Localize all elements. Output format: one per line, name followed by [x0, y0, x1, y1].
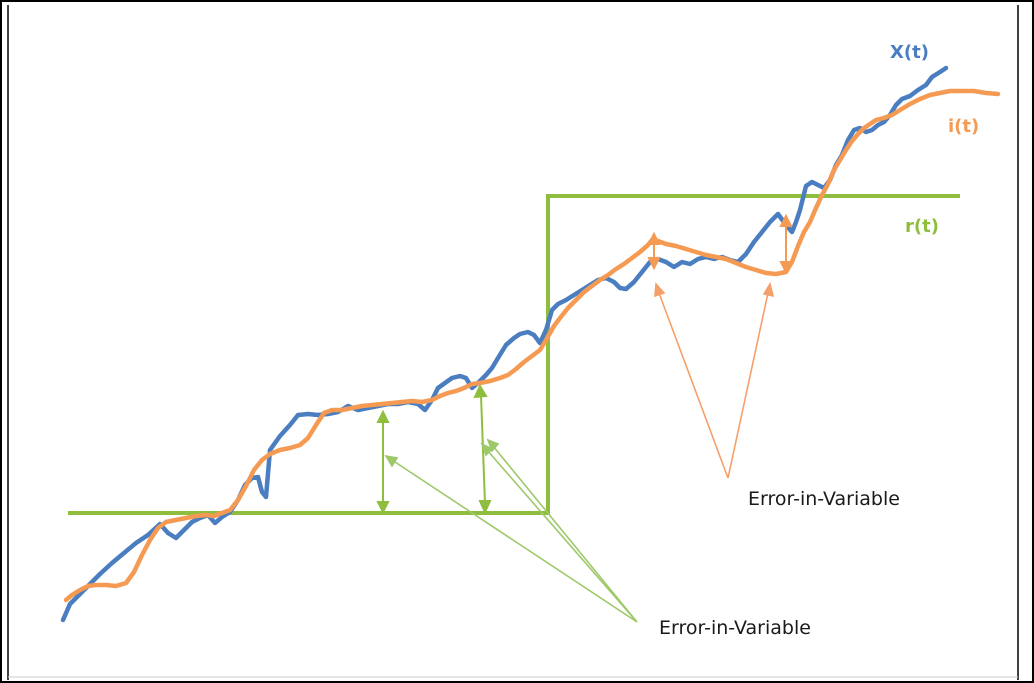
i-series-line — [63, 88, 1001, 603]
annotation-right: Error-in-Variable — [748, 488, 900, 510]
left-pointer-lines — [384, 438, 638, 623]
right-pointer-lines — [654, 281, 775, 479]
left-error-arrows — [376, 383, 492, 515]
x-series-label: X(t) — [890, 42, 929, 63]
i-series-label: i(t) — [948, 116, 979, 137]
r-series-label: r(t) — [905, 216, 939, 237]
right-error-arrows — [647, 213, 793, 275]
annotation-left: Error-in-Variable — [659, 617, 811, 639]
r-series-step-line — [68, 194, 960, 515]
